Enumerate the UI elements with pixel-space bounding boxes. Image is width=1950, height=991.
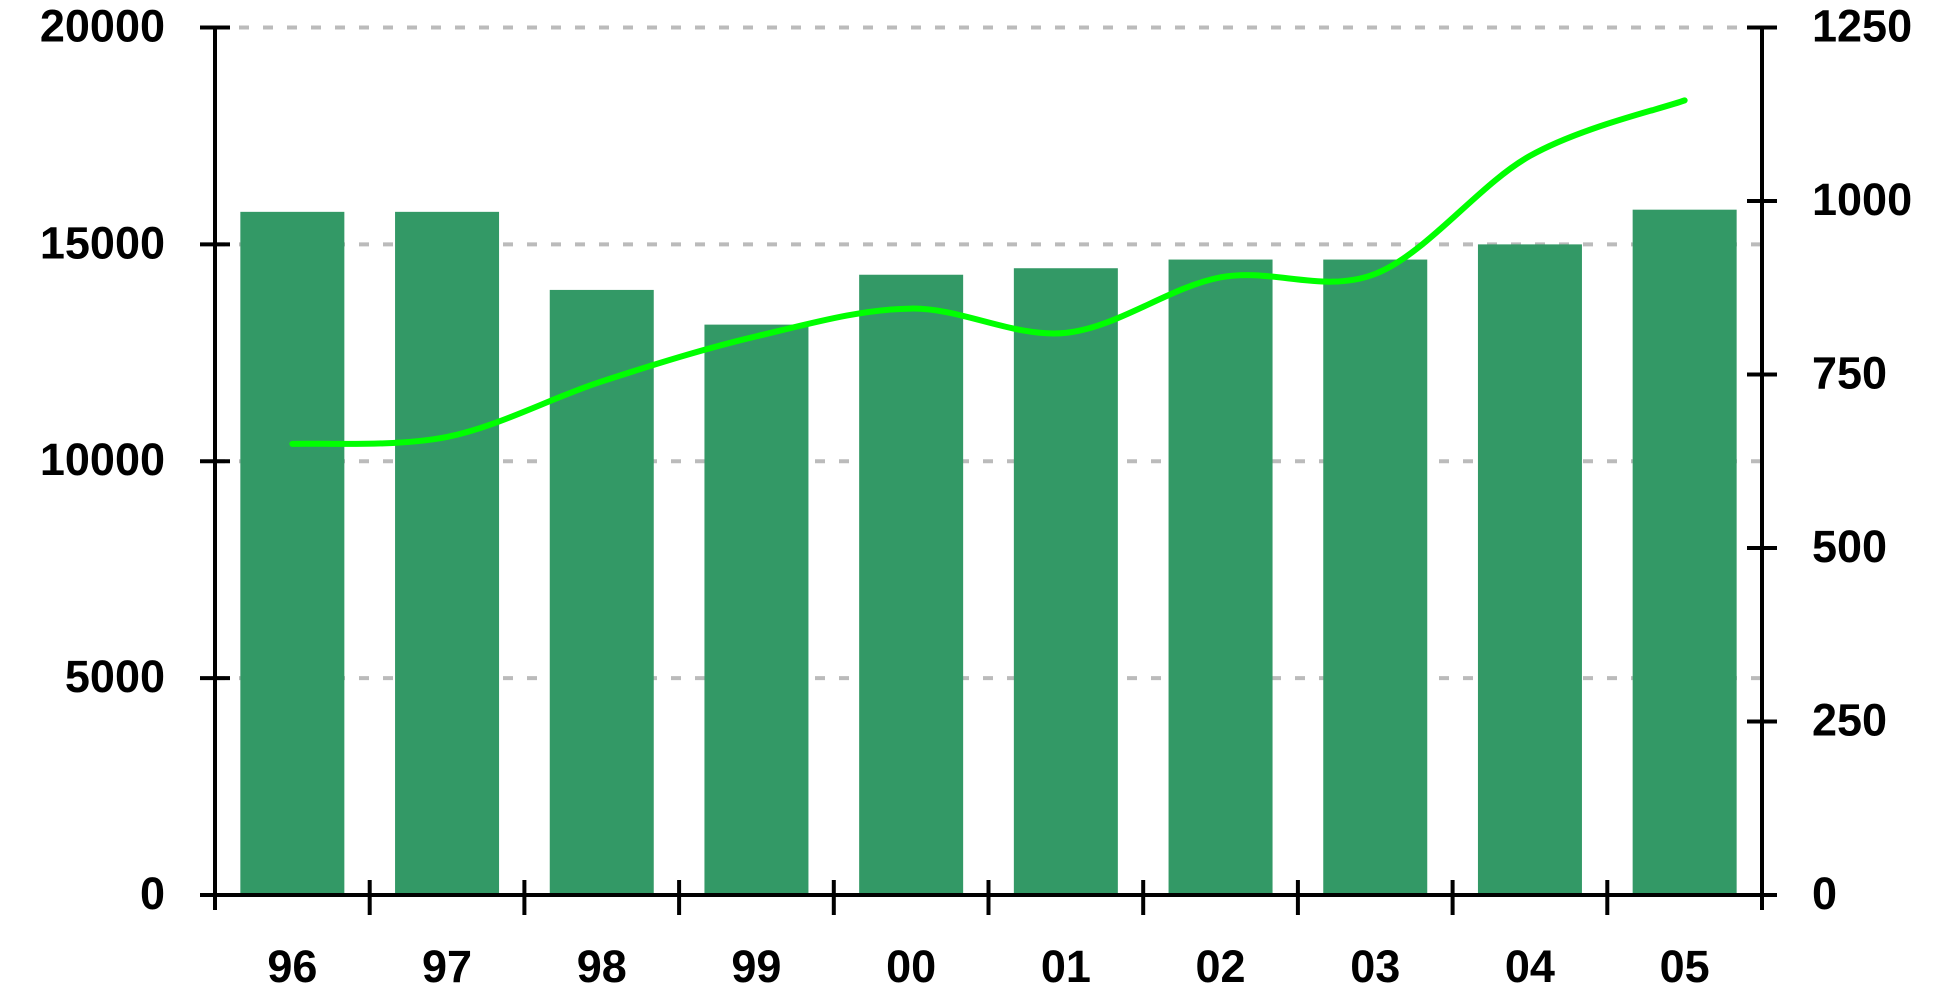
bar: [704, 324, 809, 895]
y2-tick-label: 750: [1812, 347, 1887, 398]
y2-tick-label: 1250: [1812, 0, 1912, 51]
x-tick-label: 05: [1660, 941, 1710, 991]
y2-tick-label: 250: [1812, 694, 1887, 745]
bar: [1632, 209, 1737, 896]
y2-tick-label: 500: [1812, 521, 1887, 572]
line: [289, 97, 1688, 447]
x-tick-label: 96: [267, 941, 317, 991]
bar: [549, 289, 654, 895]
x-tick-label: 02: [1196, 941, 1246, 991]
y-tick-label: 10000: [40, 434, 165, 485]
y-tick-label: 0: [140, 868, 165, 919]
x-tick-label: 97: [422, 941, 472, 991]
bar: [1168, 259, 1273, 895]
bar: [240, 211, 345, 895]
y2-tick-label: 1000: [1812, 174, 1912, 225]
bar: [1477, 244, 1582, 895]
y-tick-label: 15000: [40, 217, 165, 268]
x-tick-label: 00: [886, 941, 936, 991]
y-tick-label: 5000: [65, 651, 165, 702]
bar: [395, 211, 500, 895]
x-tick-label: 03: [1350, 941, 1400, 991]
y-tick-label: 20000: [40, 0, 165, 51]
bar: [859, 274, 964, 895]
x-tick-label: 01: [1041, 941, 1091, 991]
x-tick-label: 98: [577, 941, 627, 991]
bar: [1323, 259, 1428, 895]
x-tick-label: 99: [731, 941, 781, 991]
y2-tick-label: 0: [1812, 868, 1837, 919]
bar: [1013, 268, 1118, 895]
x-tick-label: 04: [1505, 941, 1555, 991]
